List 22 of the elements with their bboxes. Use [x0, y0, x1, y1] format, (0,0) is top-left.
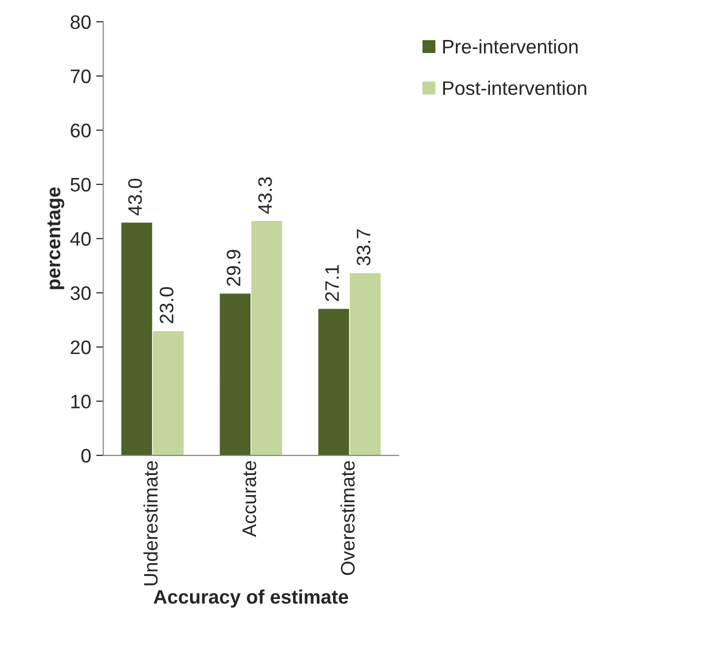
data-label: 43.3 [258, 177, 272, 214]
legend-label: Pre-intervention [443, 39, 578, 54]
y-tick-label: 80 [70, 15, 91, 30]
y-tick-label: 10 [71, 394, 91, 408]
y-tick-label: 0 [81, 448, 91, 463]
data-label: 29.9 [226, 250, 240, 286]
y-tick-label: 30 [70, 286, 91, 300]
data-label: 27.1 [325, 265, 339, 302]
legend-label: Post-intervention [443, 80, 586, 96]
x-axis-title: Accuracy of estimate [154, 589, 348, 608]
x-tick-label: Underestimate [143, 461, 158, 586]
x-tick-label: Overestimate [340, 461, 355, 575]
data-label: 23.0 [160, 287, 174, 324]
y-axis-title: percentage [47, 187, 64, 290]
x-tick-label: Accurate [242, 461, 256, 537]
y-tick-label: 20 [70, 340, 91, 354]
y-tick-label: 60 [70, 124, 91, 138]
data-label: 43.0 [128, 178, 142, 216]
y-tick-label: 40 [70, 232, 91, 246]
y-tick-label: 70 [70, 69, 91, 84]
y-tick-label: 50 [70, 178, 91, 192]
data-label: 33.7 [356, 229, 370, 266]
